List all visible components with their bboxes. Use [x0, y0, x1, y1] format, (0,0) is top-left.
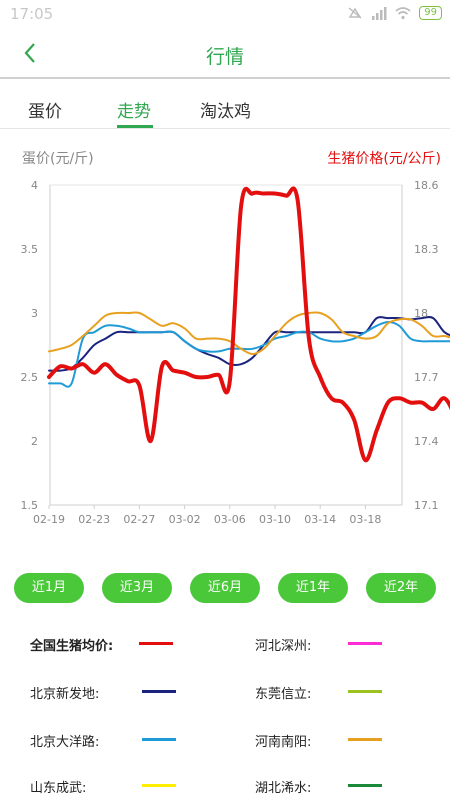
right-axis-label: 生猪价格(元/公斤) [327, 151, 441, 167]
status-time: 17:05 [10, 5, 54, 23]
series-line [48, 321, 450, 388]
range-1month-button[interactable]: 近1月 [14, 573, 84, 603]
right-tick-label: 18.3 [414, 243, 439, 256]
tab-bar: 蛋价 走势 淘汰鸡 [0, 80, 450, 129]
legend-swatch-henan-nanyang [348, 738, 382, 741]
chart-ticks: 4 3.5 3 2.5 2 1.5 18.6 18.3 18 17.7 17.4 17.1 02-19 0… [21, 179, 439, 526]
plot-frame [49, 184, 403, 506]
legend-label-national-pig: 全国生猪均价: [30, 639, 114, 654]
battery-icon: 99 [419, 6, 442, 20]
left-tick-label: 2.5 [21, 371, 39, 384]
legend-label-shandong-chengwu: 山东成武: [30, 781, 87, 796]
legend-label-beijing-dayanglu: 北京大洋路: [30, 735, 100, 750]
range-2year-button[interactable]: 近2年 [366, 573, 436, 603]
trend-chart: 蛋价(元/斤) 生猪价格(元/公斤) 4 3.5 3 2.5 2 1.5 18.6 18.3 1… [21, 151, 450, 526]
legend-label-beijing-xinfadi: 北京新发地: [30, 687, 100, 702]
range-6month-button[interactable]: 近6月 [190, 573, 260, 603]
range-buttons: 近1月 近3月 近6月 近1年 近2年 [0, 573, 450, 603]
series-line [48, 311, 450, 355]
left-axis-label: 蛋价(元/斤) [22, 151, 94, 167]
left-tick-label: 4 [31, 179, 38, 192]
right-tick-label: 18 [414, 307, 428, 320]
range-3month-button[interactable]: 近3月 [102, 573, 172, 603]
legend-swatch-shandong-chengwu [142, 784, 176, 787]
left-tick-label: 1.5 [21, 499, 39, 512]
tab-trend[interactable]: 走势 [117, 102, 151, 122]
right-tick-label: 18.6 [414, 179, 439, 192]
chart-series [47, 186, 450, 463]
mute-icon [348, 7, 362, 19]
app-header: 行情 [0, 30, 450, 79]
x-tick-label: 02-27 [123, 513, 155, 526]
chart-grid [49, 184, 403, 506]
series-line [47, 186, 450, 463]
range-1year-button[interactable]: 近1年 [278, 573, 348, 603]
left-tick-label: 3.5 [21, 243, 39, 256]
x-tick-label: 03-10 [259, 513, 291, 526]
tab-culled-hen[interactable]: 淘汰鸡 [200, 102, 251, 122]
legend-swatch-beijing-dayanglu [142, 738, 176, 741]
back-arrow-icon[interactable] [18, 40, 44, 66]
x-tick-label: 02-23 [78, 513, 110, 526]
status-bar: 17:05 99 [0, 0, 450, 30]
right-tick-label: 17.1 [414, 499, 439, 512]
x-tick-label: 03-14 [304, 513, 336, 526]
x-tick-label: 03-02 [169, 513, 201, 526]
tab-egg-price[interactable]: 蛋价 [28, 102, 62, 122]
active-tab-indicator [117, 125, 153, 128]
legend-label-hubei-xishui: 湖北浠水: [255, 781, 312, 796]
legend-label-dongguan-xinli: 东莞信立: [255, 687, 312, 702]
legend-label-henan-nanyang: 河南南阳: [255, 735, 312, 750]
status-icons: 99 [347, 6, 442, 20]
legend-swatch-beijing-xinfadi [142, 690, 176, 693]
left-tick-label: 3 [31, 307, 38, 320]
legend-swatch-dongguan-xinli [348, 690, 382, 693]
signal-icon [372, 7, 387, 20]
x-tick-label: 02-19 [33, 513, 65, 526]
legend-swatch-national-pig [139, 642, 173, 645]
x-tick-label: 03-06 [214, 513, 246, 526]
left-tick-label: 2 [31, 435, 38, 448]
page-title: 行情 [205, 46, 244, 68]
legend: 全国生猪均价: 河北深州: 北京新发地: 东莞信立: 北京大洋路: 河南南阳: … [0, 620, 450, 800]
right-tick-label: 17.7 [414, 371, 439, 384]
legend-swatch-hebei-shenzhou [348, 642, 382, 645]
right-tick-label: 17.4 [414, 435, 439, 448]
wifi-icon [395, 7, 411, 20]
x-tick-label: 03-18 [349, 513, 381, 526]
legend-swatch-hubei-xishui [348, 784, 382, 787]
legend-label-hebei-shenzhou: 河北深州: [255, 639, 312, 654]
